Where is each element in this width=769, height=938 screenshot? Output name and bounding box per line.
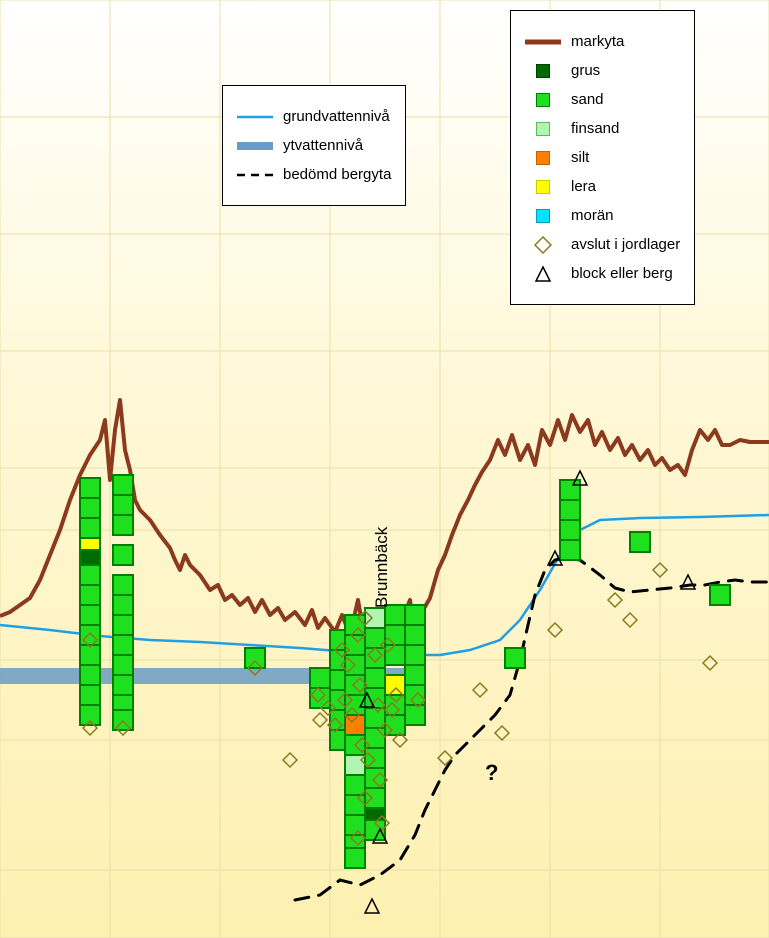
legend-swatch <box>525 180 561 194</box>
legend-swatch <box>525 267 561 281</box>
borehole-square <box>365 688 385 708</box>
legend-row: morän <box>525 207 680 224</box>
legend-row: markyta <box>525 33 680 50</box>
legend-swatch <box>525 122 561 136</box>
borehole-square <box>113 635 133 655</box>
borehole-square <box>113 475 133 495</box>
legend-swatch <box>525 93 561 107</box>
borehole-square <box>405 605 425 625</box>
legend-row: grus <box>525 62 680 79</box>
legend-label: sand <box>571 91 604 108</box>
legend-swatch <box>237 139 273 153</box>
avslut-diamond <box>703 656 717 670</box>
legend-swatch <box>525 209 561 223</box>
borehole-square <box>80 518 100 538</box>
legend-swatch <box>237 110 273 124</box>
borehole-square <box>113 655 133 675</box>
legend-label: finsand <box>571 120 619 137</box>
brunnback-label: Brunnbäck <box>372 527 392 608</box>
legend-label: block eller berg <box>571 265 673 282</box>
borehole-square <box>560 480 580 500</box>
borehole-square <box>630 532 650 552</box>
borehole-square <box>405 645 425 665</box>
borehole-square <box>113 675 133 695</box>
borehole-square <box>385 625 405 645</box>
borehole-square <box>113 545 133 565</box>
legend-row: avslut i jordlager <box>525 236 680 253</box>
avslut-diamond <box>495 726 509 740</box>
borehole-square <box>560 540 580 560</box>
borehole-square <box>345 795 365 815</box>
borehole-square <box>345 848 365 868</box>
borehole-square <box>365 648 385 668</box>
legend-label: silt <box>571 149 589 166</box>
borehole-square <box>365 788 385 808</box>
legend-swatch <box>525 238 561 252</box>
legend-row: ytvattennivå <box>237 137 391 154</box>
borehole-square <box>405 705 425 725</box>
borehole-square <box>113 615 133 635</box>
borehole-square <box>505 648 525 668</box>
legend-label: grus <box>571 62 600 79</box>
borehole-square <box>80 478 100 498</box>
legend-row: sand <box>525 91 680 108</box>
borehole-square <box>345 775 365 795</box>
borehole-square <box>365 748 385 768</box>
avslut-diamond <box>608 593 622 607</box>
borehole-square <box>245 648 265 668</box>
borehole-square <box>310 668 330 688</box>
legend-row: bedömd bergyta <box>237 166 391 183</box>
borehole-square <box>560 520 580 540</box>
avslut-diamond <box>283 753 297 767</box>
borehole-square <box>385 645 405 665</box>
borehole-square <box>80 685 100 705</box>
borehole-square <box>365 608 385 628</box>
legend-swatch <box>525 35 561 49</box>
borehole-square <box>80 585 100 605</box>
legend-levels: grundvattennivå ytvattennivå bedömd bergyt… <box>222 85 406 206</box>
legend-swatch <box>525 151 561 165</box>
legend-row: grundvattennivå <box>237 108 391 125</box>
avslut-diamond <box>473 683 487 697</box>
borehole-square <box>405 665 425 685</box>
legend-row: finsand <box>525 120 680 137</box>
legend-label: morän <box>571 207 614 224</box>
borehole-square <box>113 575 133 595</box>
legend-row: silt <box>525 149 680 166</box>
borehole-square <box>113 495 133 515</box>
borehole-square <box>80 665 100 685</box>
avslut-diamond <box>623 613 637 627</box>
block-triangle <box>365 899 379 913</box>
legend-label: ytvattennivå <box>283 137 363 154</box>
question-mark: ? <box>485 760 498 786</box>
legend-materials: markyta grus sand finsand silt lera morän avslu… <box>510 10 695 305</box>
borehole-square <box>80 605 100 625</box>
legend-label: markyta <box>571 33 624 50</box>
borehole-square <box>345 675 365 695</box>
borehole-square <box>710 585 730 605</box>
legend-label: grundvattennivå <box>283 108 390 125</box>
legend-label: lera <box>571 178 596 195</box>
chart-area: Brunnbäck ? grundvattennivå ytvattennivå b… <box>0 0 769 938</box>
borehole-square <box>560 500 580 520</box>
legend-swatch <box>237 168 273 182</box>
borehole-square <box>345 815 365 835</box>
borehole-square <box>80 625 100 645</box>
legend-row: lera <box>525 178 680 195</box>
borehole-square <box>80 565 100 585</box>
borehole-square <box>80 498 100 518</box>
legend-label: avslut i jordlager <box>571 236 680 253</box>
borehole-square <box>385 605 405 625</box>
borehole-square <box>113 515 133 535</box>
legend-swatch <box>525 64 561 78</box>
borehole-square <box>113 595 133 615</box>
borehole-square <box>385 675 405 695</box>
legend-row: block eller berg <box>525 265 680 282</box>
legend-label: bedömd bergyta <box>283 166 391 183</box>
borehole-square <box>405 625 425 645</box>
avslut-diamond <box>313 713 327 727</box>
